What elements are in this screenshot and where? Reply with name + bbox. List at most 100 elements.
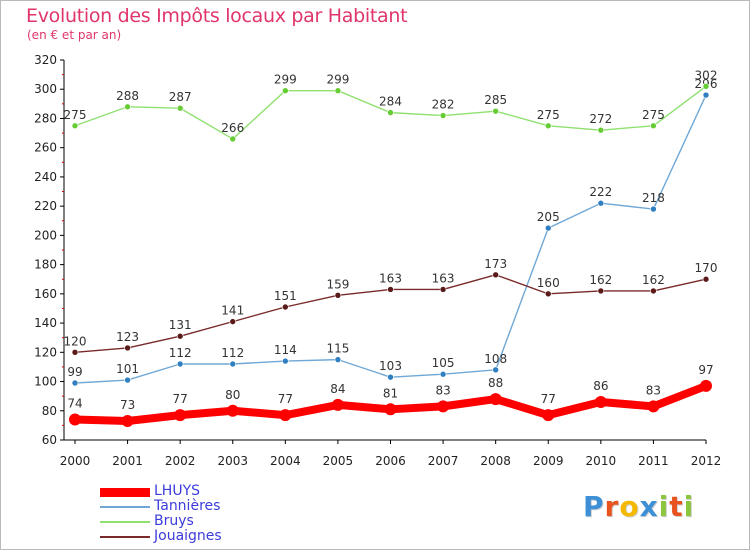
- data-label: 123: [116, 330, 139, 344]
- y-tick-label: 80: [42, 404, 57, 418]
- data-point: [544, 122, 552, 130]
- data-point: [492, 366, 499, 374]
- data-label: 131: [169, 318, 192, 332]
- data-point: [226, 404, 239, 417]
- data-label: 114: [274, 343, 297, 357]
- data-label: 101: [116, 362, 139, 376]
- data-point: [174, 409, 187, 422]
- data-point: [597, 199, 605, 207]
- x-tick-label: 2001: [112, 454, 143, 468]
- data-point: [439, 112, 447, 119]
- x-tick-label: 2005: [323, 454, 354, 468]
- legend-label: LHUYS: [154, 483, 201, 499]
- data-label: 275: [64, 108, 87, 122]
- data-point: [702, 275, 710, 283]
- data-point: [437, 400, 450, 413]
- data-point: [334, 292, 342, 299]
- data-label: 287: [169, 90, 192, 104]
- series-tannières: 99101112112114115103105108205222218296: [67, 77, 717, 387]
- logo-letter: o: [619, 490, 640, 523]
- data-point: [124, 376, 131, 384]
- y-tick-label: 320: [34, 53, 57, 67]
- x-tick-label: 2003: [217, 454, 248, 468]
- data-label: 84: [330, 382, 345, 396]
- y-tick-label: 280: [34, 111, 57, 125]
- data-label: 299: [326, 73, 349, 87]
- y-tick-label: 220: [34, 199, 57, 213]
- data-label: 112: [221, 346, 244, 360]
- logo-letter: t: [669, 490, 684, 523]
- data-label: 112: [169, 346, 192, 360]
- data-point: [334, 87, 342, 94]
- y-tick-label: 140: [34, 316, 57, 330]
- series-bruys: 275 288 287 266 299 299 284 282 285 275 272 275 302: [64, 68, 718, 143]
- logo-letter: i: [658, 490, 670, 523]
- data-point: [121, 415, 134, 427]
- data-point: [544, 224, 552, 232]
- data-point: [489, 393, 502, 406]
- data-label: 74: [67, 397, 82, 411]
- data-point: [69, 413, 81, 426]
- data-label: 162: [642, 273, 665, 287]
- data-label: 222: [589, 185, 612, 199]
- data-label: 73: [120, 398, 135, 412]
- data-label: 160: [537, 276, 560, 290]
- data-label: 88: [488, 376, 503, 390]
- data-point: [282, 87, 289, 94]
- x-tick-label: 2011: [638, 454, 669, 468]
- data-label: 81: [383, 386, 398, 400]
- data-label: 115: [326, 342, 349, 356]
- logo-letter: P: [583, 490, 605, 523]
- data-label: 103: [379, 359, 402, 373]
- logo-letter: x: [639, 490, 659, 523]
- legend-label: Bruys: [154, 513, 194, 529]
- data-point: [282, 303, 289, 311]
- data-label: 302: [695, 68, 718, 82]
- x-tick-label: 2002: [165, 454, 196, 468]
- legend-label: Tannières: [154, 498, 221, 514]
- data-point: [229, 318, 237, 325]
- data-point: [544, 290, 552, 298]
- data-label: 141: [221, 304, 244, 318]
- data-label: 170: [695, 261, 718, 275]
- data-label: 282: [432, 98, 455, 112]
- data-label: 77: [278, 392, 293, 406]
- y-tick-label: 260: [34, 141, 57, 155]
- data-point: [334, 356, 342, 363]
- data-point: [176, 104, 184, 112]
- data-point: [594, 396, 607, 408]
- data-label: 205: [537, 210, 560, 224]
- data-label: 99: [67, 365, 82, 379]
- x-tick-label: 2008: [480, 454, 511, 468]
- data-point: [492, 271, 499, 279]
- data-point: [384, 403, 397, 416]
- legend-swatch: [100, 536, 150, 538]
- y-tick-label: 240: [34, 170, 57, 184]
- data-label: 83: [646, 383, 661, 397]
- data-point: [702, 83, 710, 90]
- chart-subtitle: (en € et par an): [27, 28, 122, 42]
- data-point: [702, 91, 710, 99]
- logo-letter: i: [683, 490, 695, 523]
- data-point: [597, 287, 605, 295]
- data-label: 80: [225, 388, 240, 402]
- data-label: 266: [221, 121, 244, 135]
- data-label: 151: [274, 289, 297, 303]
- data-point: [650, 205, 657, 213]
- data-point: [439, 370, 447, 378]
- data-label: 275: [537, 108, 560, 122]
- logo-letter: r: [604, 490, 620, 523]
- data-point: [492, 107, 499, 115]
- legend-swatch: [100, 506, 150, 508]
- data-label: 218: [642, 191, 665, 205]
- data-point: [176, 360, 184, 368]
- legend-swatch: [100, 521, 150, 523]
- y-tick-label: 100: [34, 375, 57, 389]
- data-label: 83: [435, 383, 450, 397]
- y-tick-label: 300: [34, 82, 57, 96]
- data-label: 163: [379, 271, 402, 285]
- data-point: [542, 409, 555, 422]
- series-jouaignes: 120 123 131 141 151 159 163 163 173 160 162 162 170: [64, 257, 718, 356]
